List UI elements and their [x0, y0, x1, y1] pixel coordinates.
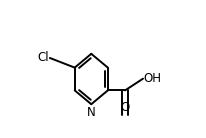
Text: N: N: [87, 106, 96, 119]
Text: O: O: [121, 101, 130, 114]
Text: OH: OH: [144, 72, 162, 85]
Text: Cl: Cl: [37, 51, 49, 64]
